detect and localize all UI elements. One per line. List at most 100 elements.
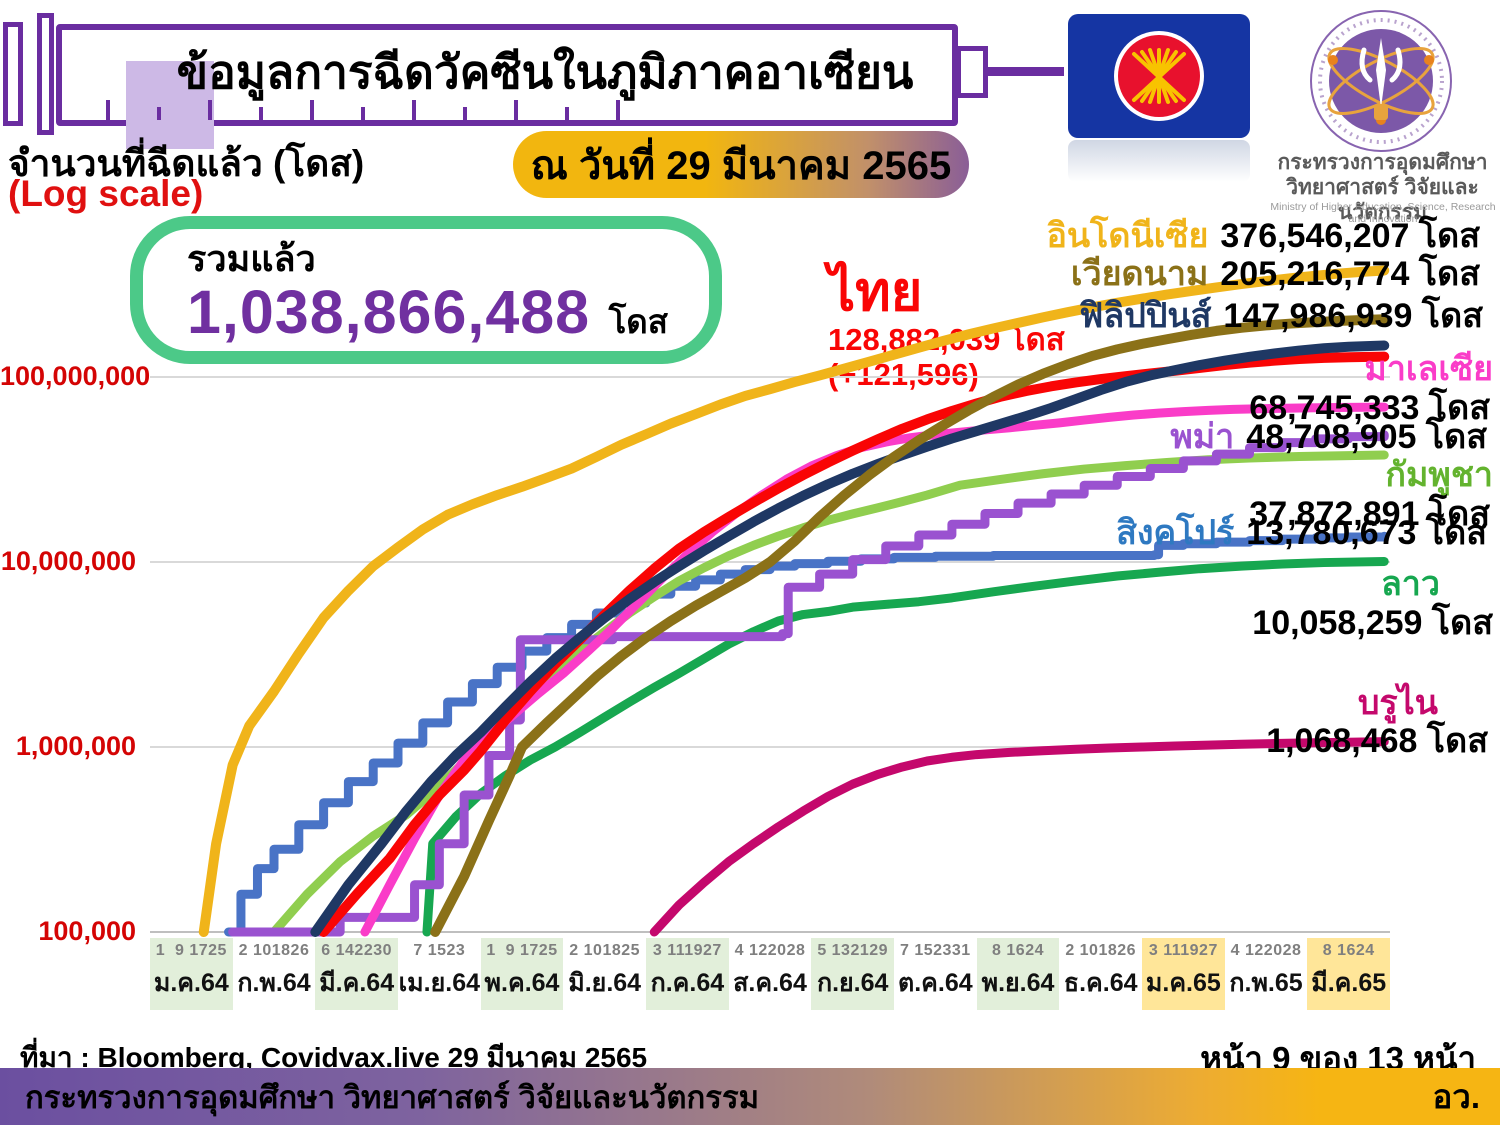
total-label: รวมแล้ว [187, 238, 316, 279]
source-note: ที่มา : Bloomberg, Covidvax.live 29 มีนา… [20, 1042, 648, 1073]
flag-reflection [1068, 140, 1250, 182]
legend-name-malaysia: มาเลเซีย [1364, 350, 1493, 388]
x-axis-month-cell: 3 111927 ก.ค.64 [646, 938, 729, 1010]
x-axis-day-ticks: 2 101825 [569, 942, 641, 959]
series-line-indonesia [198, 265, 1390, 937]
legend-name-brunei: บรูไน [1357, 684, 1438, 722]
x-axis-month-label: พ.ค.64 [484, 969, 560, 997]
mhesi-logo-icon [1308, 8, 1454, 154]
legend-name-cambodia: กัมพูชา [1385, 456, 1493, 494]
legend-row-singapore: สิงคโปร์ 13,780,673 โดส [1116, 505, 1487, 559]
x-axis-day-ticks: 4 122028 [734, 942, 806, 959]
footer-bar: กระทรวงการอุดมศึกษา วิทยาศาสตร์ วิจัยและ… [0, 1068, 1500, 1125]
legend-name-laos: ลาว [1380, 565, 1440, 603]
x-axis-day-ticks: 3 111927 [1148, 942, 1218, 959]
x-axis-month-cell: 1 9 1725 ม.ค.64 [150, 938, 233, 1010]
legend-value-cambodia: 37,872,891 โดส [1249, 495, 1490, 533]
legend-name-indonesia: อินโดนีเซีย [1046, 217, 1209, 255]
page-title: ข้อมูลการฉีดวัคซีนในภูมิภาคอาเซียน [176, 46, 914, 98]
series-line-malaysia [360, 402, 1389, 937]
x-axis-month-cell: 7 1523 เม.ย.64 [398, 938, 481, 1010]
y-axis-label: 100,000 [38, 916, 136, 946]
x-axis-month-cell: 4 122028 ก.พ.65 [1225, 938, 1308, 1010]
footer-abbr: อว. [1432, 1078, 1480, 1115]
mhesi-name-line2: วิทยาศาสตร์ วิจัยและนวัตกรรม [1286, 176, 1479, 224]
thailand-name: ไทย [828, 262, 923, 322]
legend-value-myanmar: 48,708,905 โดส [1246, 418, 1487, 456]
x-axis-month-label: ก.ค.64 [650, 969, 725, 997]
legend-name-singapore: สิงคโปร์ [1116, 514, 1235, 552]
x-axis-day-ticks: 8 1624 [1322, 942, 1375, 959]
thailand-callout: ไทย 128,882,039 โดส (+121,596) [828, 262, 1065, 392]
log-scale-note: (Log scale) [8, 173, 204, 214]
legend-value-vietnam: 205,216,774 โดส [1220, 255, 1480, 293]
thailand-value: 128,882,039 โดส [828, 322, 1065, 357]
x-axis-month-label: มิ.ย.64 [568, 969, 642, 997]
syringe-plunger-rod-icon [3, 22, 23, 126]
mhesi-name-line1: กระทรวงการอุดมศึกษา [1277, 151, 1488, 174]
syringe-barrel-icon [56, 24, 958, 149]
legend-value-brunei: 1,068,468 โดส [1266, 722, 1488, 760]
syringe-tick [412, 100, 416, 120]
y-axis-label: 100,000,000 [0, 361, 151, 391]
series-line-laos [422, 557, 1389, 937]
x-axis-day-ticks: 3 111927 [652, 942, 722, 959]
total-doses-box: รวมแล้ว 1,038,866,488 โดส [130, 216, 722, 364]
syringe-fill-icon [126, 61, 214, 149]
legend-name-philippines: ฟิลิปปินส์ [1079, 297, 1212, 335]
date-badge: ณ วันที่ 29 มีนาคม 2565 [513, 131, 969, 198]
x-axis-day-ticks: 6 142230 [321, 942, 393, 959]
legend-name-myanmar: พม่า [1170, 418, 1235, 456]
x-axis-month-label: มี.ค.64 [319, 969, 395, 997]
x-axis-day-ticks: 7 152331 [899, 942, 971, 959]
x-axis-month-cell: 7 152331 ต.ค.64 [894, 938, 977, 1010]
x-axis-day-ticks: 2 101826 [238, 942, 310, 959]
legend-name-vietnam: เวียดนาม [1070, 255, 1209, 293]
legend-value-philippines: 147,986,939 โดส [1223, 297, 1483, 335]
syringe-tick [208, 100, 212, 120]
series-line-singapore [224, 531, 1389, 937]
x-axis-day-ticks: 2 101826 [1065, 942, 1137, 959]
x-axis-month-label: ส.ค.64 [733, 969, 807, 997]
legend-row-myanmar: พม่า 48,708,905 โดส [1170, 409, 1487, 463]
legend-row-indonesia: อินโดนีเซีย 376,546,207 โดส [1047, 208, 1481, 262]
x-axis-month-label: ม.ค.64 [153, 969, 229, 997]
series-line-brunei [649, 737, 1389, 937]
x-axis-month-label: ก.ย.64 [816, 969, 889, 997]
x-axis-month-cell: 6 142230 มี.ค.64 [315, 938, 398, 1010]
syringe-tick [616, 100, 620, 120]
x-axis-month-label: เม.ย.64 [398, 969, 481, 997]
syringe-tick [463, 107, 467, 120]
y-axis-title: จำนวนที่ฉีดแล้ว (โดส) [8, 143, 365, 184]
x-axis-month-cell: 2 101825 มิ.ย.64 [563, 938, 646, 1010]
syringe-nozzle-icon [956, 46, 988, 98]
x-axis-month-cell: 8 1624 มี.ค.65 [1307, 938, 1391, 1010]
legend-value-singapore: 13,780,673 โดส [1246, 514, 1487, 552]
total-value: 1,038,866,488 [187, 278, 591, 346]
x-axis-day-ticks: 1 9 1725 [486, 942, 558, 959]
legend-value-laos: 10,058,259 โดส [1252, 604, 1493, 642]
x-axis-month-label: พ.ย.64 [981, 969, 1055, 997]
x-axis-month-label: ก.พ.64 [237, 969, 311, 997]
y-axis-label: 10,000,000 [0, 546, 136, 576]
x-axis-month-cell: 2 101826 ก.พ.64 [233, 938, 316, 1010]
legend-value-indonesia: 376,546,207 โดส [1220, 217, 1480, 255]
asean-flag-icon [1068, 14, 1250, 138]
y-axis-label: 1,000,000 [15, 731, 136, 761]
legend-row-philippines: ฟิลิปปินส์ 147,986,939 โดส [1079, 288, 1483, 342]
syringe-plunger-disc-icon [37, 13, 54, 135]
x-axis-day-ticks: 4 122028 [1230, 942, 1302, 959]
syringe-tick [514, 100, 518, 120]
mhesi-name-english: Ministry of Higher Education, Science, R… [1270, 201, 1496, 225]
x-axis-month-label: ก.พ.65 [1229, 969, 1303, 997]
x-axis-month-label: ธ.ค.64 [1063, 969, 1138, 997]
x-axis-month-label: ม.ค.65 [1145, 969, 1221, 997]
x-axis-month-label: มี.ค.65 [1311, 969, 1387, 997]
x-axis-month-cell: 5 132129 ก.ย.64 [811, 938, 895, 1010]
syringe-tick [106, 100, 110, 120]
legend-value-malaysia: 68,745,333 โดส [1249, 389, 1490, 427]
syringe-needle-icon [986, 67, 1064, 76]
syringe-tick [361, 107, 365, 120]
syringe-tick [157, 107, 161, 120]
